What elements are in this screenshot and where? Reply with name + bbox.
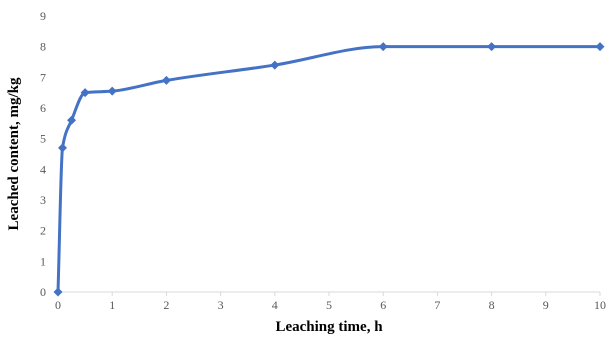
x-tick-label: 5	[326, 298, 332, 312]
data-point-marker	[161, 75, 171, 85]
x-axis-ticks: 0 1 2 3 4 5 6 7 8 9 10	[55, 292, 606, 312]
y-tick-label: 4	[40, 162, 46, 176]
y-tick-label: 0	[40, 285, 46, 299]
x-tick-label: 8	[489, 298, 495, 312]
y-tick-label: 3	[40, 193, 46, 207]
x-tick-label: 0	[55, 298, 61, 312]
data-point-marker	[53, 287, 63, 297]
y-tick-label: 6	[40, 101, 46, 115]
y-tick-label: 1	[40, 254, 46, 268]
data-point-marker	[107, 86, 117, 96]
x-tick-label: 4	[272, 298, 278, 312]
data-point-marker	[80, 88, 90, 98]
x-tick-label: 3	[218, 298, 224, 312]
y-tick-label: 5	[40, 132, 46, 146]
x-axis-title: Leaching time, h	[275, 319, 383, 335]
x-tick-label: 2	[163, 298, 169, 312]
x-tick-label: 7	[434, 298, 440, 312]
series-line	[56, 45, 602, 294]
y-tick-label: 2	[40, 224, 46, 238]
data-point-marker	[57, 143, 67, 153]
series-layer	[53, 42, 605, 297]
data-point-marker	[270, 60, 280, 70]
x-tick-label: 9	[543, 298, 549, 312]
data-point-marker	[378, 42, 388, 52]
x-tick-label: 6	[380, 298, 386, 312]
x-tick-label: 1	[109, 298, 115, 312]
data-point-marker	[487, 42, 497, 52]
y-axis-ticks: 0 1 2 3 4 5 6 7 8 9	[40, 9, 46, 299]
data-point-marker	[595, 42, 605, 52]
data-point-marker	[67, 115, 77, 125]
y-tick-label: 9	[40, 9, 46, 23]
y-tick-label: 7	[40, 70, 46, 84]
y-tick-label: 8	[40, 40, 46, 54]
y-axis-title: Leached content, mg/kg	[6, 77, 22, 230]
x-tick-label: 10	[594, 298, 606, 312]
